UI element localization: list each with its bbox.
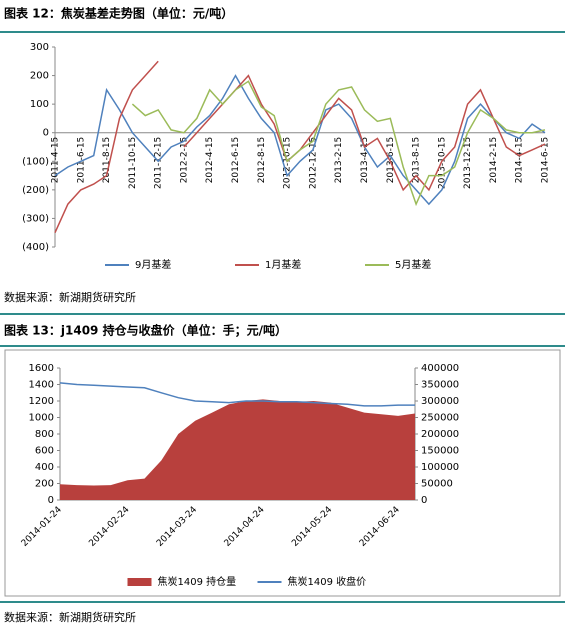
legend-label: 9月基差 — [135, 258, 171, 271]
y2-tick-label: 400000 — [421, 363, 459, 374]
y2-tick-label: 0 — [421, 495, 427, 506]
y-tick-label: 600 — [35, 446, 54, 457]
x-tick-label: 2014-2-15 — [489, 137, 499, 184]
legend-label: 焦炭1409 收盘价 — [288, 575, 367, 588]
y-tick-label: (200) — [22, 185, 49, 196]
x-tick-label: 2012-2-15 — [179, 137, 189, 184]
x-tick-label: 2014-02-24 — [87, 505, 131, 549]
x-tick-label: 2012-4-15 — [205, 137, 215, 184]
y-tick-label: (400) — [22, 242, 49, 253]
y2-tick-label: 100000 — [421, 462, 459, 473]
area-series — [60, 399, 415, 500]
x-tick-label: 2014-06-24 — [358, 505, 402, 549]
x-tick-label: 2011-12-15 — [154, 137, 164, 189]
y2-tick-label: 300000 — [421, 396, 459, 407]
y-tick-label: (300) — [22, 213, 49, 224]
y2-tick-label: 350000 — [421, 380, 459, 391]
figure-source: 数据来源：新湖期货研究所 — [4, 610, 136, 624]
y2-tick-label: 50000 — [421, 479, 453, 490]
figure-caption: 图表 13：j1409 持仓与收盘价（单位：手；元/吨） — [4, 323, 287, 338]
y-tick-label: 100 — [30, 99, 49, 110]
x-tick-label: 2011-10-15 — [128, 137, 138, 189]
y-tick-label: (100) — [22, 156, 49, 167]
y-tick-label: 0 — [48, 495, 54, 506]
x-tick-label: 2014-05-24 — [290, 505, 334, 549]
figure-source: 数据来源：新湖期货研究所 — [4, 290, 136, 304]
x-tick-label: 2012-10-15 — [283, 137, 293, 189]
y2-tick-label: 150000 — [421, 446, 459, 457]
x-tick-label: 2011-4-15 — [51, 137, 61, 184]
x-tick-label: 2013-2-15 — [334, 137, 344, 184]
y-tick-label: 1000 — [29, 413, 54, 424]
x-tick-label: 2014-03-24 — [155, 505, 199, 549]
x-tick-label: 2011-6-15 — [76, 137, 86, 184]
y2-tick-label: 200000 — [421, 429, 459, 440]
y-tick-label: 200 — [30, 71, 49, 82]
legend-label: 5月基差 — [395, 258, 431, 271]
y-tick-label: 200 — [35, 479, 54, 490]
chart-frame — [4, 349, 561, 597]
legend-label: 焦炭1409 持仓量 — [158, 575, 237, 588]
x-tick-label: 2014-6-15 — [541, 137, 551, 184]
legend-label: 1月基差 — [265, 258, 301, 271]
x-tick-label: 2013-12-15 — [463, 137, 473, 189]
y-tick-label: 1200 — [29, 396, 54, 407]
x-tick-label: 2013-4-15 — [360, 137, 370, 184]
x-tick-label: 2014-04-24 — [223, 505, 267, 549]
x-tick-label: 2013-6-15 — [386, 137, 396, 184]
line-series — [54, 74, 546, 206]
figure-caption: 图表 12：焦炭基差走势图（单位：元/吨） — [4, 6, 233, 21]
x-tick-label: 2013-8-15 — [412, 137, 422, 184]
y-tick-label: 1400 — [29, 380, 54, 391]
y-tick-label: 800 — [35, 429, 54, 440]
x-tick-label: 2011-8-15 — [102, 137, 112, 184]
x-tick-label: 2013-10-15 — [437, 137, 447, 189]
legend-swatch — [127, 578, 152, 586]
x-tick-label: 2012-8-15 — [257, 137, 267, 184]
line-series — [54, 60, 546, 234]
y-tick-label: 0 — [43, 128, 49, 139]
line-series — [131, 80, 546, 207]
x-tick-label: 2012-12-15 — [308, 137, 318, 189]
x-tick-label: 2012-6-15 — [231, 137, 241, 184]
y-tick-label: 400 — [35, 462, 54, 473]
x-tick-label: 2014-01-24 — [20, 505, 64, 549]
y-tick-label: 1600 — [29, 363, 54, 374]
y-tick-label: 300 — [30, 42, 49, 53]
y2-tick-label: 250000 — [421, 413, 459, 424]
x-tick-label: 2014-4-15 — [515, 137, 525, 184]
line-series — [59, 382, 415, 407]
